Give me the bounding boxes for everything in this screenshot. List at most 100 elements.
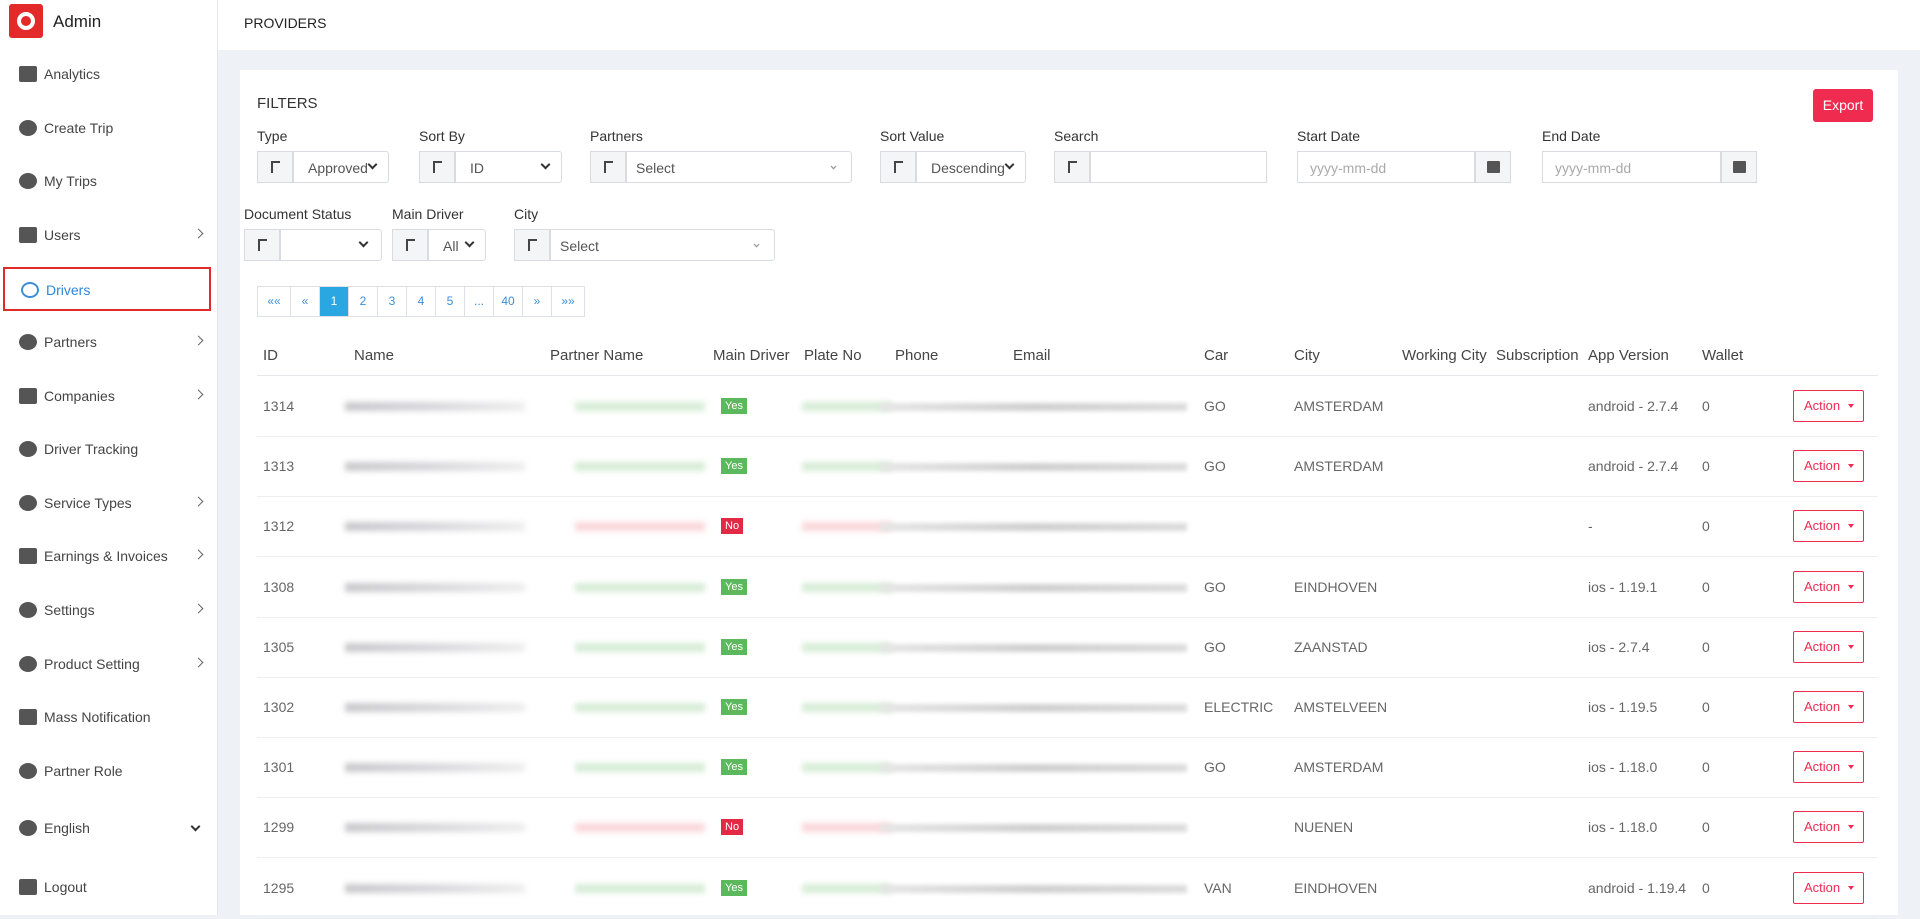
action-button[interactable]: Action [1793, 871, 1864, 904]
page-button[interactable]: 40 [493, 286, 523, 317]
action-button[interactable]: Action [1793, 570, 1864, 603]
cell-car: GO [1204, 578, 1226, 595]
sidebar-item[interactable]: Driver Tracking [3, 428, 211, 472]
sidebar-item[interactable]: Partner Role [3, 750, 211, 794]
cell-id: 1299 [263, 819, 295, 836]
page-button[interactable]: «« [257, 286, 291, 317]
sidebar-label[interactable]: Mass Notification [44, 709, 151, 726]
sidebar-item[interactable]: Settings [3, 589, 211, 633]
column-header: Email [1013, 347, 1051, 364]
page-button[interactable]: ... [464, 286, 494, 317]
page-button[interactable]: »» [551, 286, 585, 317]
cell-car: GO [1204, 638, 1226, 655]
filter-input[interactable]: yyyy-mm-dd [1297, 151, 1475, 183]
filter-value[interactable]: Descending [931, 160, 1005, 176]
page-button[interactable]: 5 [435, 286, 465, 317]
sidebar-label[interactable]: Driver Tracking [44, 441, 139, 458]
sidebar-icon [19, 820, 37, 836]
column-header: Subscription [1496, 347, 1579, 364]
main-driver-badge: Yes [721, 578, 747, 595]
action-button[interactable]: Action [1793, 751, 1864, 784]
redacted-plate [802, 883, 892, 893]
action-button[interactable]: Action [1793, 510, 1864, 543]
sidebar-item[interactable]: Companies [3, 375, 211, 419]
action-button[interactable]: Action [1793, 811, 1864, 844]
cell-app-version: android - 2.7.4 [1588, 458, 1679, 475]
sidebar-icon [19, 173, 37, 190]
sidebar-label[interactable]: Analytics [44, 66, 101, 82]
filter-value[interactable]: Select [636, 160, 675, 176]
filter-input[interactable]: Approved [293, 151, 389, 183]
filter-input[interactable] [280, 229, 382, 261]
filter-placeholder[interactable]: yyyy-mm-dd [1310, 160, 1387, 176]
sidebar-item[interactable]: My Trips [3, 160, 211, 204]
sidebar-item[interactable]: Earnings & Invoices [3, 535, 211, 579]
icon-glyph [1068, 161, 1077, 173]
action-button[interactable]: Action [1793, 390, 1864, 422]
redacted-contact [880, 884, 1187, 893]
calendar-button[interactable] [1721, 151, 1757, 183]
page-button[interactable]: » [522, 286, 552, 317]
filter-value[interactable]: Select [560, 238, 599, 254]
sidebar-item[interactable]: Product Setting [3, 643, 211, 687]
sidebar-label[interactable]: Companies [44, 387, 115, 404]
filter-input[interactable] [1090, 151, 1267, 183]
sidebar-label[interactable]: Drivers [46, 282, 91, 299]
sidebar-item[interactable]: Users [3, 214, 211, 258]
header: PROVIDERS [218, 0, 1920, 50]
page-button[interactable]: 2 [348, 286, 378, 317]
filter-value[interactable]: Approved [308, 160, 368, 176]
cell-app-version: - [1588, 518, 1593, 535]
filter-input[interactable]: ID [455, 151, 562, 183]
action-button[interactable]: Action [1793, 691, 1864, 723]
calendar-button[interactable] [1475, 151, 1511, 183]
sidebar-label[interactable]: Partners [44, 334, 97, 350]
row-rule [257, 797, 1878, 799]
column-header: ID [263, 347, 278, 364]
page-button[interactable]: 1 [319, 286, 349, 317]
sidebar-item[interactable]: Service Types [3, 482, 211, 526]
action-caret [1848, 404, 1854, 408]
action-button[interactable]: Action [1793, 450, 1864, 483]
sidebar-icon [19, 334, 37, 350]
cell-car: VAN [1204, 879, 1232, 896]
sidebar-item[interactable]: Create Trip [3, 107, 211, 151]
page-button[interactable]: 3 [377, 286, 407, 317]
filter-value[interactable]: All [443, 238, 459, 254]
filter-input[interactable]: Descending [916, 151, 1026, 183]
sidebar-item[interactable]: Mass Notification [3, 696, 211, 740]
action-button[interactable]: Action [1793, 630, 1864, 663]
sidebar-label[interactable]: Earnings & Invoices [44, 548, 168, 565]
sidebar-label[interactable]: Users [44, 226, 81, 243]
filter-input[interactable]: Select [626, 151, 852, 183]
sidebar-label[interactable]: Partner Role [44, 762, 123, 779]
cell-city: AMSTELVEEN [1294, 699, 1388, 715]
sidebar-item[interactable]: Drivers [3, 267, 211, 312]
redacted-partner [575, 402, 705, 411]
sidebar-label[interactable]: Create Trip [44, 119, 114, 136]
sidebar-label[interactable]: My Trips [44, 173, 97, 190]
sidebar-label[interactable]: Settings [44, 602, 95, 618]
column-header: Main Driver [713, 347, 790, 364]
sidebar-item[interactable]: Logout [3, 866, 211, 910]
filter-input[interactable]: All [428, 229, 486, 261]
filter-label: Main Driver [392, 206, 464, 222]
filter-input[interactable]: Select [550, 229, 775, 261]
sidebar-label[interactable]: Service Types [44, 494, 132, 511]
sidebar-item[interactable]: Partners [3, 321, 211, 365]
action-caret [1848, 765, 1854, 770]
filter-placeholder[interactable]: yyyy-mm-dd [1555, 160, 1632, 176]
dropdown-caret [540, 159, 551, 170]
sidebar-item[interactable]: English [3, 807, 211, 851]
export-button[interactable]: Export [1813, 89, 1873, 122]
redacted-plate [802, 582, 892, 592]
sidebar-item[interactable]: Analytics [3, 53, 211, 97]
sidebar-label[interactable]: Product Setting [44, 655, 140, 672]
filter-value[interactable]: ID [470, 160, 484, 176]
sidebar-label[interactable]: Logout [44, 879, 87, 895]
filter-input[interactable]: yyyy-mm-dd [1542, 151, 1721, 183]
page-button[interactable]: « [290, 286, 320, 317]
sidebar-label[interactable]: English [44, 820, 90, 836]
page-button[interactable]: 4 [406, 286, 436, 317]
redacted-contact [880, 463, 1187, 472]
